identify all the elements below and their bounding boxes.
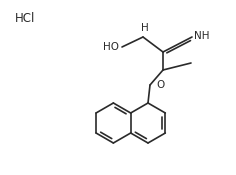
Text: HO: HO: [103, 42, 119, 52]
Text: NH: NH: [194, 31, 210, 41]
Text: HCl: HCl: [15, 12, 35, 24]
Text: H: H: [141, 23, 149, 33]
Text: O: O: [156, 80, 164, 90]
